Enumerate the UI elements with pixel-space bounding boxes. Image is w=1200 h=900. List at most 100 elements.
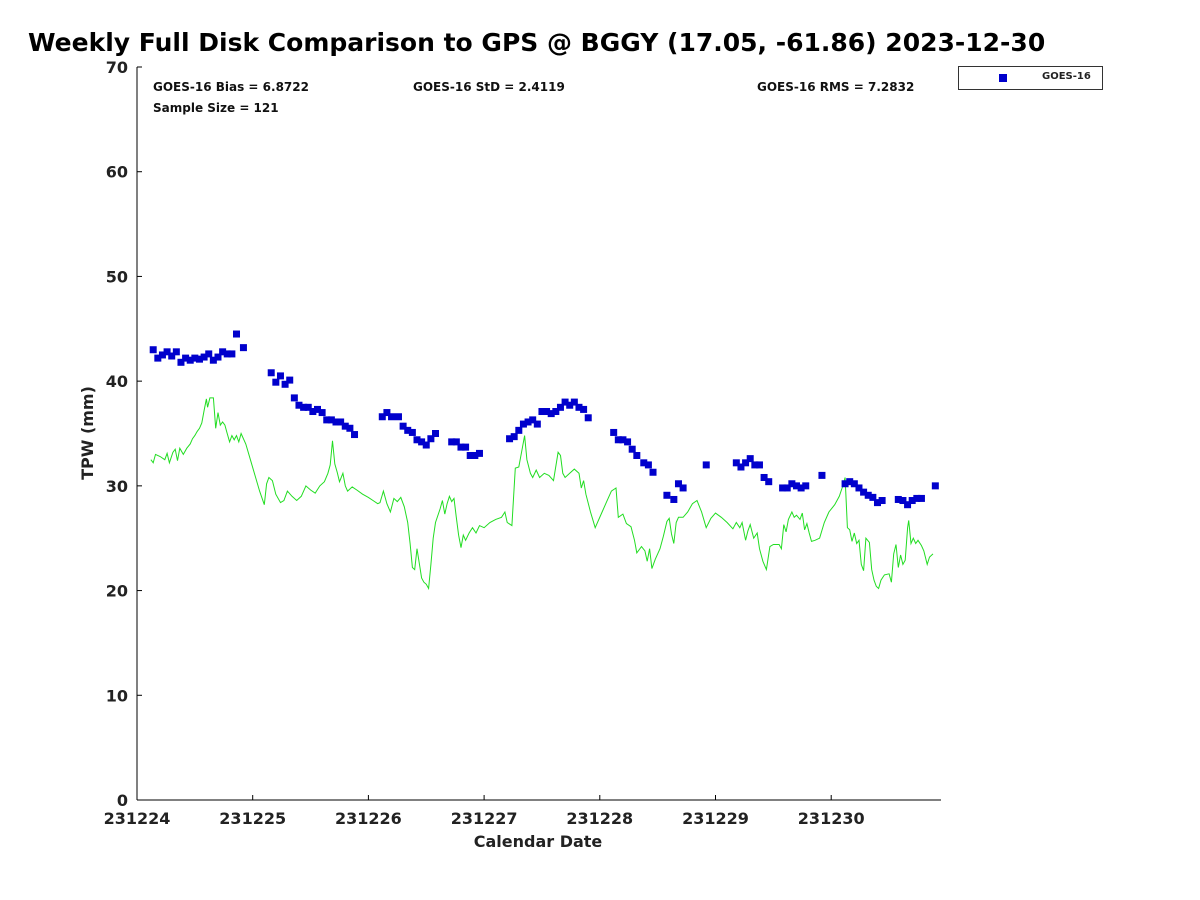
x-tick-label: 231227 [451,809,518,828]
goes16-point [172,348,180,356]
goes16-point [633,451,641,459]
x-tick-label: 231226 [335,809,402,828]
y-tick-label: 10 [106,686,128,705]
chart-title: Weekly Full Disk Comparison to GPS @ BGG… [28,28,1046,57]
goes16-point [452,438,460,446]
goes16-point [228,350,236,358]
goes16-series [149,330,939,509]
goes16-point [432,430,440,437]
goes16-point [543,408,551,416]
goes16-point [566,401,574,409]
y-tick-label: 70 [106,58,128,77]
sample-size-stat: Sample Size = 121 [153,101,279,115]
goes16-point [515,426,523,434]
goes16-point [404,426,412,434]
goes16-point [584,414,592,422]
rms-stat: GOES-16 RMS = 7.2832 [757,80,915,94]
gps-series [150,397,934,591]
goes16-point [765,478,773,486]
goes16-point [873,499,881,507]
goes16-point [732,459,740,467]
goes16-point [191,354,199,362]
x-tick-label: 231228 [566,809,633,828]
y-ticks: 0 10 20 30 40 50 60 70 [106,58,142,810]
goes16-point [408,428,416,436]
goes16-point [158,351,166,359]
goes16-point [475,449,483,457]
goes16-point [760,473,768,481]
goes16-point [422,441,430,449]
x-ticks: 231224 231225 231226 231227 231228 231229 2312… [104,795,865,828]
goes16-point [214,353,222,361]
x-tick-label: 231229 [682,809,749,828]
goes16-point [471,451,479,459]
goes16-point [295,401,303,409]
goes16-point [177,358,185,366]
goes16-point [182,354,190,362]
legend-label-goes16: GOES-16 [1042,71,1091,82]
goes16-point [751,461,759,469]
x-axis-label: Calendar Date [474,832,603,851]
y-tick-label: 0 [117,791,128,810]
goes16-point [154,354,162,362]
goes16-point [913,494,921,502]
x-tick-label: 231230 [798,809,865,828]
goes16-point [670,495,678,503]
goes16-point [908,497,916,505]
goes16-point [802,482,810,490]
goes16-point [679,484,687,492]
goes16-point [841,480,849,488]
goes16-point [337,418,345,426]
goes16-point [462,443,470,451]
goes16-point [276,372,284,380]
goes16-point [533,420,541,428]
goes16-point [556,403,564,411]
goes16-point [413,436,421,444]
goes16-point [610,428,618,436]
y-tick-label: 50 [106,267,128,286]
goes16-point [399,422,407,430]
bias-stat: GOES-16 Bias = 6.8722 [153,80,309,94]
goes16-point [674,480,682,488]
goes16-point [797,484,805,492]
goes16-point [850,480,858,488]
goes16-point [378,413,386,421]
goes16-point [614,436,622,444]
goes16-point [755,461,763,469]
goes16-point [195,355,203,363]
goes16-point [346,424,354,432]
goes16-point [864,491,872,499]
goes16-point [640,459,648,467]
goes16-point [619,436,627,444]
goes16-point [332,418,340,426]
goes16-point [383,409,391,417]
y-tick-label: 30 [106,477,128,496]
goes16-point [860,488,868,496]
goes16-point [917,494,925,502]
goes16-point [318,409,326,417]
goes16-point [168,352,176,360]
goes16-point [702,461,710,469]
goes16-point [457,443,465,451]
goes16-point [580,405,588,413]
goes16-point [394,413,402,421]
goes16-point [904,501,912,509]
goes16-point [575,403,583,411]
goes16-point [200,353,208,361]
goes16-point [239,344,247,352]
goes16-point [779,484,787,492]
goes16-point [931,482,939,490]
goes16-point [547,410,555,418]
goes16-point [742,459,750,467]
goes16-point [327,416,335,424]
goes16-point [737,463,745,471]
legend: GOES-16 [958,66,1103,90]
legend-marker-goes16 [999,74,1007,82]
goes16-point [309,408,317,416]
goes16-point [506,435,514,443]
goes16-point [561,398,569,406]
goes16-point [894,495,902,503]
goes16-point [272,378,280,386]
goes16-point [818,471,826,479]
